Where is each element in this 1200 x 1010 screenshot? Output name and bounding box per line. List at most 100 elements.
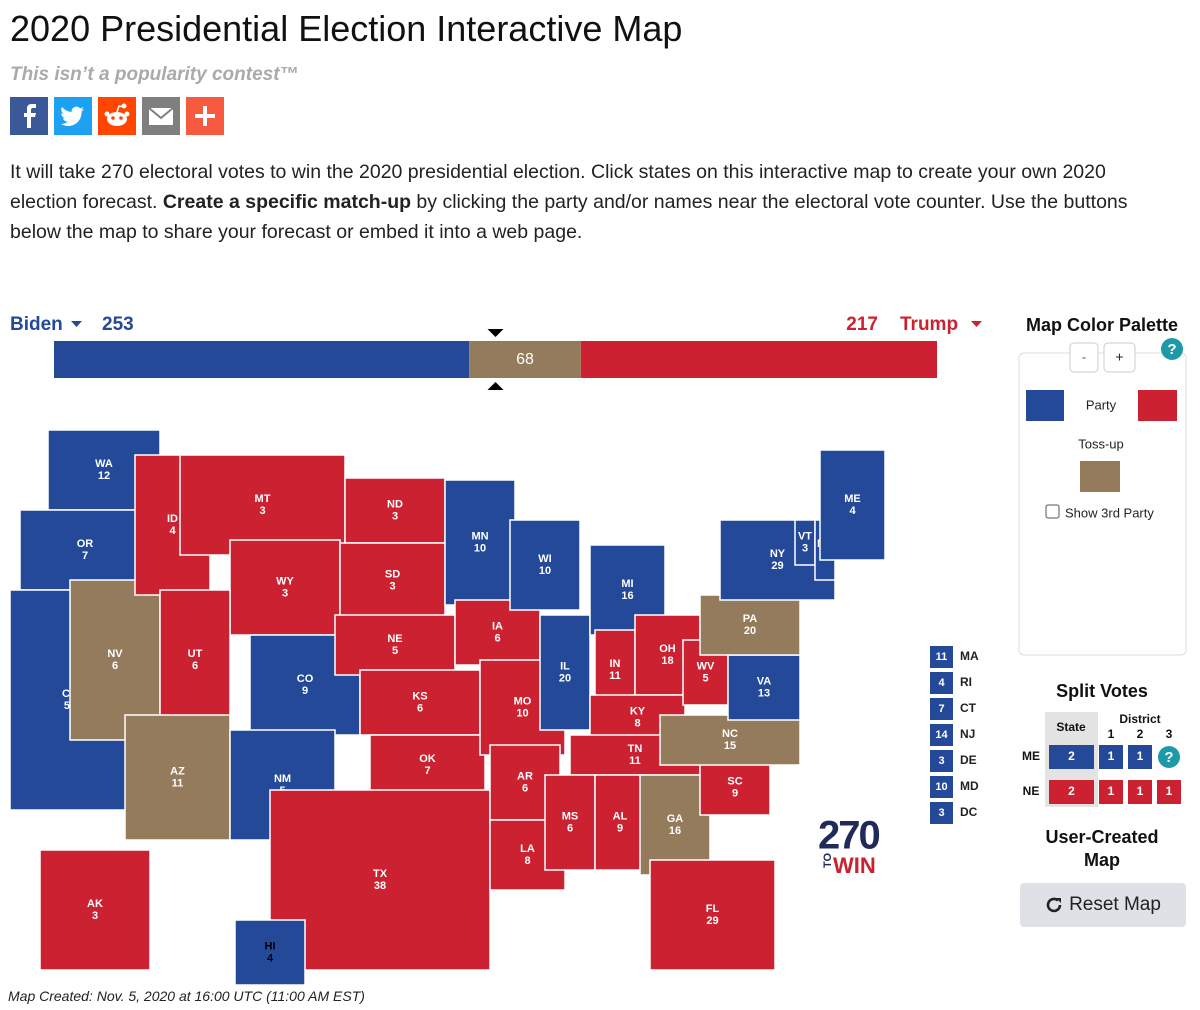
state-abbr: HI (265, 940, 276, 952)
state[interactable] (39, 849, 151, 971)
help-icon[interactable] (1161, 338, 1183, 360)
tossup-swatch[interactable] (1080, 461, 1120, 492)
palette-title: Map Color Palette (1026, 315, 1178, 335)
state-votes: 6 (494, 632, 500, 644)
state-abbr: UT (188, 648, 203, 660)
minus-button[interactable] (1069, 342, 1099, 373)
state-votes: 4 (169, 525, 176, 537)
split-vote-box[interactable] (1128, 780, 1152, 804)
dem-swatch[interactable] (1026, 390, 1064, 421)
state[interactable] (639, 774, 711, 876)
state[interactable] (359, 669, 481, 736)
district-number: 1 (1108, 727, 1115, 741)
state-votes: 11 (609, 670, 621, 682)
reset-button[interactable]: Reset Map (1020, 883, 1186, 927)
third-party-checkbox[interactable] (1045, 504, 1060, 519)
split-vote-box[interactable] (1099, 780, 1123, 804)
state-abbr: TX (373, 868, 388, 880)
share-more[interactable] (186, 97, 224, 135)
state-abbr: MS (562, 810, 579, 822)
state[interactable] (334, 614, 456, 676)
plus-button[interactable] (1103, 342, 1136, 373)
state-abbr: VA (757, 675, 772, 687)
palette-panel (1018, 352, 1187, 656)
state-abbr: WY (276, 575, 294, 587)
split-vote-box[interactable] (1049, 745, 1094, 769)
state-votes: 8 (634, 717, 640, 729)
dem-dropdown[interactable] (71, 321, 82, 327)
split-vote-box[interactable] (1128, 745, 1152, 769)
state[interactable] (699, 594, 801, 656)
share-email[interactable] (142, 97, 180, 135)
state[interactable] (649, 859, 776, 971)
state-votes: 5 (392, 645, 398, 657)
state[interactable] (454, 599, 541, 666)
split-vote: 1 (1108, 784, 1115, 798)
intro-before: It will take 270 electoral votes to win … (10, 161, 1106, 213)
tossup-label: Toss-up (1078, 436, 1124, 451)
small-state-box[interactable] (930, 646, 953, 668)
small-state-abbr: DE (960, 753, 977, 767)
small-state-box[interactable] (930, 672, 953, 694)
state-votes: 10 (474, 542, 486, 554)
intro-bold[interactable]: Create a specific match-up (162, 191, 412, 213)
state[interactable] (234, 919, 306, 986)
state-votes: 16 (669, 825, 681, 837)
split-state: NE (1023, 784, 1040, 798)
page-title: 2020 Presidential Election Interactive M… (10, 8, 683, 49)
state-votes: 7 (82, 550, 88, 562)
split-vote-box[interactable] (1157, 780, 1181, 804)
state[interactable] (539, 614, 591, 731)
state[interactable] (179, 454, 346, 556)
state[interactable] (819, 449, 886, 561)
split-help-icon[interactable] (1158, 746, 1180, 768)
vote-bar (54, 341, 470, 378)
state[interactable] (269, 789, 491, 971)
state[interactable] (344, 477, 446, 544)
state-abbr: AL (613, 810, 628, 822)
state[interactable] (69, 579, 161, 741)
state[interactable] (699, 759, 771, 816)
rep-swatch[interactable] (1138, 390, 1177, 421)
state[interactable] (339, 542, 446, 619)
small-state-abbr: MD (960, 779, 979, 793)
state[interactable] (369, 734, 486, 796)
state-abbr: MN (471, 530, 488, 542)
state-votes: 10 (539, 565, 551, 577)
state-votes: 6 (522, 782, 528, 794)
tossup-votes: 68 (516, 351, 534, 368)
small-state-abbr: DC (960, 805, 978, 819)
state-votes: 8 (524, 855, 530, 867)
share-reddit[interactable] (98, 97, 136, 135)
plus-label: + (1115, 349, 1123, 365)
small-state-box[interactable] (930, 750, 953, 772)
share-twitter[interactable] (54, 97, 92, 135)
state-votes: 10 (516, 707, 528, 719)
share-facebook[interactable] (10, 97, 48, 135)
small-state-abbr: NJ (960, 727, 975, 741)
small-state-box[interactable] (930, 724, 953, 746)
state-votes: 3 (92, 910, 98, 922)
small-state-box[interactable] (930, 698, 953, 720)
rep-name[interactable]: Trump (900, 314, 958, 335)
split-vote: 1 (1137, 749, 1144, 763)
state[interactable] (659, 714, 801, 766)
dem-name[interactable]: Biden (10, 314, 63, 335)
state-abbr: ND (387, 498, 403, 510)
state[interactable] (444, 479, 516, 606)
district-number: 3 (1166, 727, 1173, 741)
rep-dropdown[interactable] (971, 321, 982, 327)
state-abbr: KS (412, 690, 427, 702)
state[interactable] (229, 539, 341, 636)
small-state-box[interactable] (930, 776, 953, 798)
state[interactable] (124, 714, 231, 841)
split-vote-box[interactable] (1049, 780, 1094, 804)
state[interactable] (159, 589, 231, 731)
small-state-box[interactable] (930, 802, 953, 824)
state[interactable] (19, 509, 151, 591)
state-votes: 6 (192, 660, 198, 672)
split-vote-box[interactable] (1099, 745, 1123, 769)
state[interactable] (727, 654, 801, 721)
state[interactable] (509, 519, 581, 611)
